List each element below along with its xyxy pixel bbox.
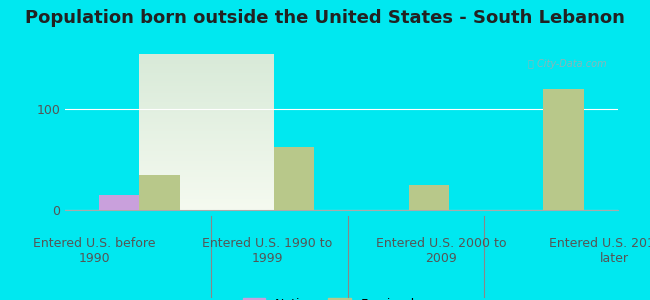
Legend: Native, Foreign-born: Native, Foreign-born bbox=[238, 293, 445, 300]
Bar bbox=[543, 89, 584, 210]
Bar bbox=[409, 185, 449, 210]
Bar bbox=[99, 195, 139, 210]
Text: Entered U.S. before
1990: Entered U.S. before 1990 bbox=[33, 237, 155, 265]
Text: Entered U.S. 2010 or
later: Entered U.S. 2010 or later bbox=[549, 237, 650, 265]
Text: Population born outside the United States - South Lebanon: Population born outside the United State… bbox=[25, 9, 625, 27]
Bar bbox=[274, 147, 315, 210]
Text: ⓘ City-Data.com: ⓘ City-Data.com bbox=[528, 59, 606, 69]
Text: Entered U.S. 2000 to
2009: Entered U.S. 2000 to 2009 bbox=[376, 237, 506, 265]
Text: Entered U.S. 1990 to
1999: Entered U.S. 1990 to 1999 bbox=[202, 237, 333, 265]
Bar bbox=[139, 175, 179, 210]
